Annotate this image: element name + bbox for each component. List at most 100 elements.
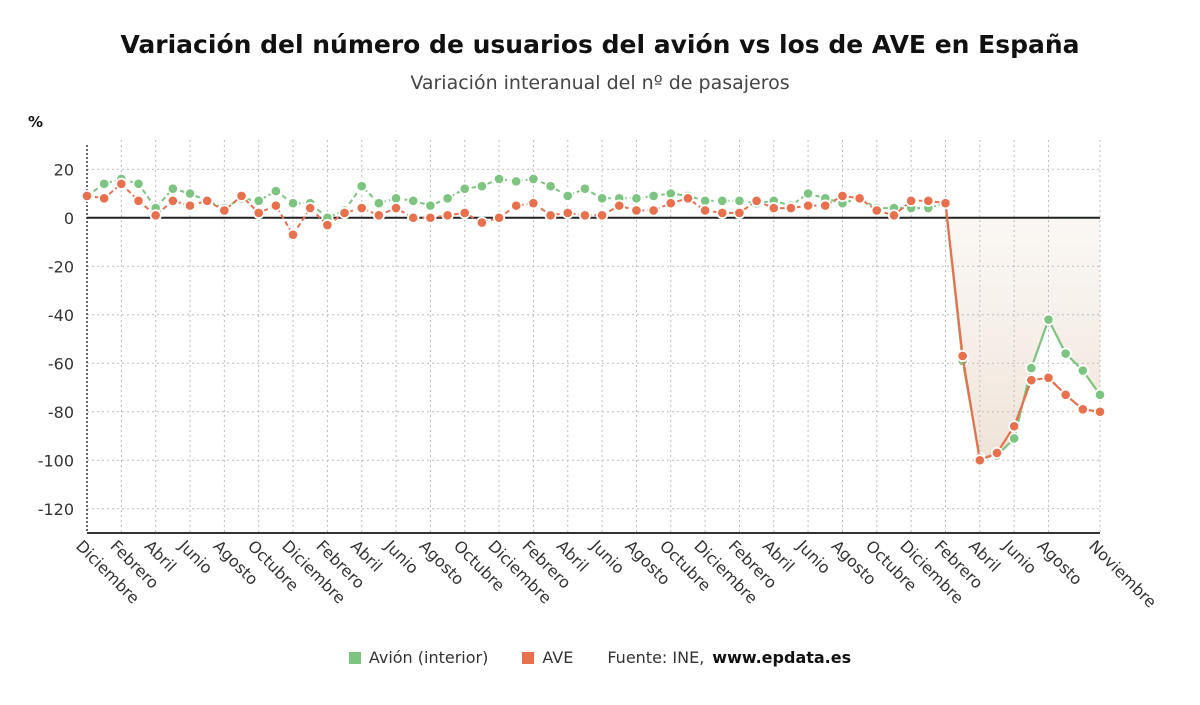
data-point [441,209,454,222]
x-tick-labels: DiciembreFebreroAbrilJunioAgostoOctubreD… [72,536,1160,612]
data-point [458,182,471,195]
data-point [132,194,145,207]
data-point [767,201,780,215]
data-point [166,194,179,207]
data-point [338,206,351,219]
data-point [802,187,815,200]
data-point [98,177,111,190]
data-point [630,192,643,205]
data-point [544,209,557,222]
data-point [355,201,368,215]
data-point [716,206,729,219]
data-point [647,204,660,217]
data-point [510,175,523,188]
data-point [681,192,695,205]
legend-swatch-ave [522,651,535,664]
data-point [1076,364,1089,377]
source-credit: Fuente: INE, www.epdata.es [607,648,851,667]
data-point [389,201,403,215]
data-point [887,209,901,222]
data-point [561,206,574,219]
data-point [201,194,214,207]
data-point [1042,371,1055,384]
data-point [733,194,746,207]
data-point [802,199,815,212]
x-tick-label: Agosto [1034,536,1087,589]
data-point [304,201,317,215]
data-point [475,180,488,193]
line-chart: % DiciembreFebreroAbrilJunioAgostoOctubr… [28,113,1160,612]
series-line-dashed [86,182,946,237]
data-point [870,204,883,217]
data-point [527,172,540,186]
data-point [218,204,231,217]
data-point [98,192,111,205]
series-ave [80,177,1107,467]
series-layer [80,172,1107,467]
data-point [699,204,712,217]
chart-subtitle: Variación interanual del nº de pasajeros [410,72,790,94]
y-tick-label: -20 [48,257,74,276]
data-point [1042,313,1055,326]
data-point [235,189,248,203]
y-tick-label: -100 [38,451,74,470]
data-point [716,194,729,207]
data-point [613,199,626,212]
data-point [183,187,197,200]
data-point [149,209,162,222]
data-point [80,189,94,203]
data-point [269,199,282,212]
y-tick-labels: 20 0 -20 -40 -60 -80 -100 -120 [38,160,74,519]
x-tick-label: Junio [587,536,629,578]
x-tick-label: Junio [999,536,1041,578]
data-point [1008,420,1021,433]
data-point [956,349,969,363]
data-point [784,201,798,215]
y-tick-label: 0 [64,209,74,228]
data-point [510,199,523,212]
data-point [269,184,282,198]
data-point [372,209,385,222]
data-point [132,177,145,190]
data-point [750,194,763,207]
legend-item-avion[interactable]: Avión (interior) [348,648,489,667]
legend-label-avion: Avión (interior) [368,648,489,667]
chart-title: Variación del número de usuarios del avi… [120,30,1080,59]
legend-item-ave[interactable]: AVE [522,648,573,667]
legend-swatch-avion [348,651,361,664]
data-point [1076,403,1089,416]
data-point [183,199,197,212]
data-point [1059,388,1072,401]
data-point [1008,432,1021,445]
data-point [286,228,300,241]
data-point [630,204,643,217]
data-point [527,197,540,210]
data-point [372,197,385,210]
data-point [939,197,952,210]
data-point [286,197,300,210]
data-point [664,197,677,210]
series-line-solid [944,203,1101,462]
y-tick-label: -60 [48,354,74,373]
data-point [424,211,437,224]
data-point [595,209,609,222]
data-point [973,454,986,467]
data-point [578,209,592,222]
data-point [166,182,179,195]
data-point [853,192,866,205]
data-point [1093,388,1107,401]
y-tick-label: 20 [54,160,74,179]
data-point [458,206,471,219]
data-point [475,216,488,229]
y-tick-label: -80 [48,403,74,422]
data-point [595,192,609,205]
data-point [733,206,746,219]
data-point [321,218,334,232]
series-line-dashed [86,177,946,219]
legend: Avión (interior) AVE Fuente: INE, www.ep… [0,648,1200,667]
y-tick-label: -120 [38,500,74,519]
data-point [1025,361,1038,375]
x-tick-label: Junio [793,536,835,578]
data-point [407,194,420,207]
x-tick-label: Junio [381,536,423,578]
